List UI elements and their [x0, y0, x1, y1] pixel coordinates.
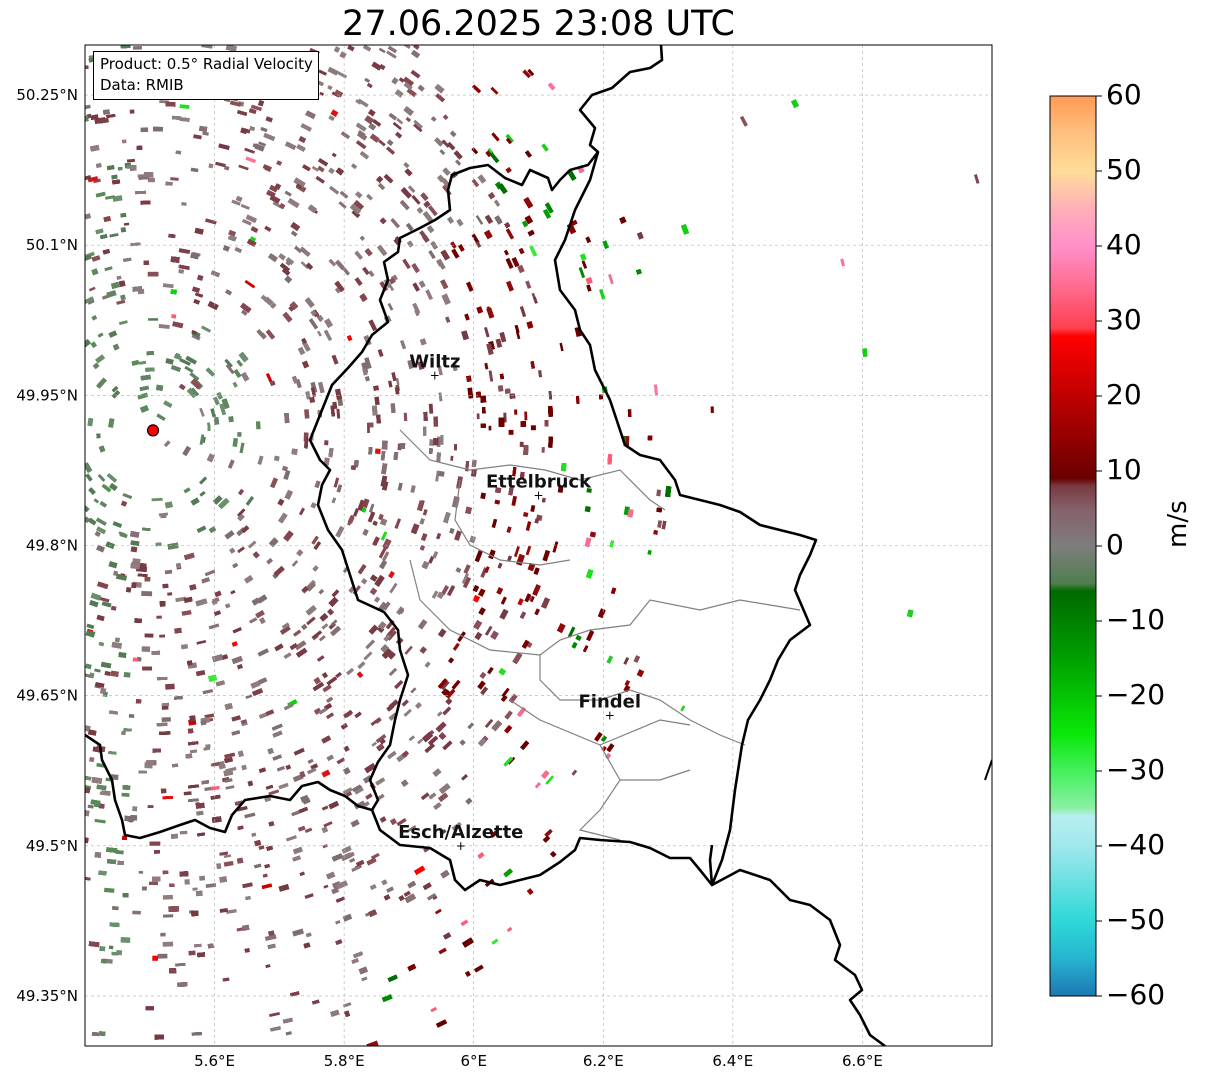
luxembourg-border [85, 45, 664, 840]
lon-tick-label: 6.4°E [712, 1052, 753, 1070]
colorbar-tick-label: −40 [1106, 828, 1166, 861]
colorbar [1049, 95, 1097, 997]
colorbar-tick-label: −60 [1106, 978, 1166, 1011]
lon-tick-label: 6.2°E [583, 1052, 624, 1070]
map-title: 27.06.2025 23:08 UTC [342, 4, 735, 44]
city-label: Esch/Alzette [398, 822, 523, 843]
colorbar-tick-label: 10 [1106, 453, 1142, 486]
lat-tick-label: 49.8°N [26, 537, 78, 555]
lon-tick-label: 6°E [460, 1052, 487, 1070]
product-info-box: Product: 0.5° Radial Velocity Data: RMIB [93, 51, 319, 100]
velocity-echo-layer [85, 45, 980, 1046]
colorbar-tick-label: −20 [1106, 678, 1166, 711]
germany-france-border [711, 868, 886, 1046]
colorbar-tick-label: −10 [1106, 603, 1166, 636]
lat-tick-label: 49.95°N [16, 386, 78, 404]
radar-site-marker [146, 424, 160, 437]
lat-tick-label: 49.35°N [16, 987, 78, 1005]
city-label: Wiltz [409, 351, 460, 372]
colorbar-tick-label: 0 [1106, 528, 1124, 561]
lat-tick-label: 49.5°N [26, 837, 78, 855]
east-edge-river [984, 759, 992, 781]
city-markers: +Wiltz+Ettelbruck+Findel+Esch/Alzette [398, 351, 641, 852]
canton-boundaries [399, 429, 801, 841]
lat-tick-label: 49.65°N [16, 687, 78, 705]
plot-frame [84, 44, 993, 1047]
lon-tick-label: 6.6°E [842, 1052, 883, 1070]
city-label: Ettelbruck [486, 471, 592, 492]
radar-site [146, 424, 160, 437]
city-marker: + [605, 709, 615, 723]
colorbar-tick-label: 60 [1106, 78, 1142, 111]
city-label: Findel [578, 692, 641, 713]
city-marker: + [533, 488, 543, 502]
colorbar-tick-label: 40 [1106, 228, 1142, 261]
colorbar-tick-label: 30 [1106, 303, 1142, 336]
lon-tick-label: 5.8°E [324, 1052, 365, 1070]
axis-ticks: 5.6°E 5.8°E 6°E 6.2°E 6.4°E 6.6°E 50.25°N 50.1°… [16, 86, 883, 1070]
luxembourg-border-east [553, 151, 818, 887]
city-marker: + [456, 839, 466, 853]
colorbar-tick-label: 20 [1106, 378, 1142, 411]
lon-tick-label: 5.6°E [194, 1052, 235, 1070]
data-source-label: Data: RMIB [100, 76, 184, 94]
luxembourg-border-south [370, 809, 714, 892]
product-label: Product: 0.5° Radial Velocity [100, 55, 313, 73]
colorbar-tick-label: −50 [1106, 903, 1166, 936]
lat-tick-label: 50.1°N [26, 236, 78, 254]
colorbar-unit-label: m/s [1163, 500, 1193, 548]
lat-tick-label: 50.25°N [16, 86, 78, 104]
colorbar-tick-label: −30 [1106, 753, 1166, 786]
colorbar-tick-label: 50 [1106, 153, 1142, 186]
city-marker: + [430, 368, 440, 382]
borders [85, 45, 992, 1046]
gridlines [85, 45, 992, 1046]
